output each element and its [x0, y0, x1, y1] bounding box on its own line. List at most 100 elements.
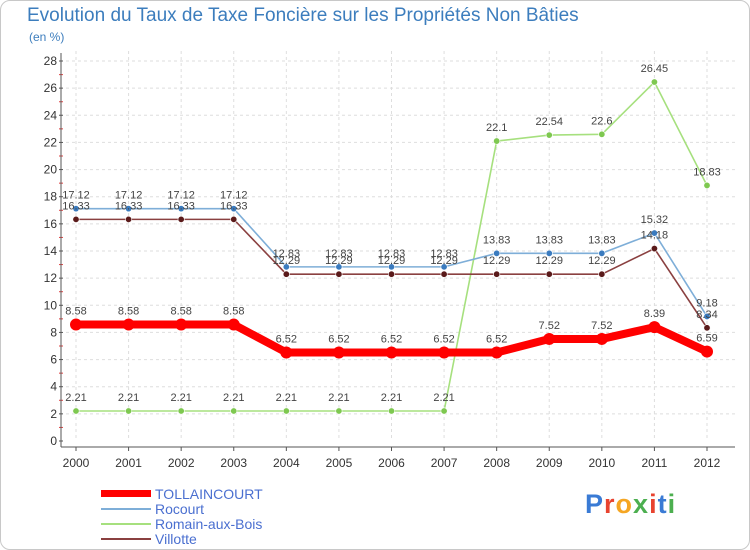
label-tollaincourt-2001: 8.58: [118, 306, 139, 318]
label-villotte-2010: 12.29: [588, 255, 616, 267]
y-tick-label-10: 10: [44, 298, 58, 312]
label-rocourt-2007: 12.83: [430, 248, 458, 260]
legend-swatch-tollaincourt: [101, 490, 151, 497]
y-tick-label-16: 16: [44, 217, 58, 231]
y-tick-label-8: 8: [50, 325, 57, 339]
logo-letter: t: [657, 489, 668, 519]
legend-swatch-rocourt: [101, 507, 151, 510]
label-romain-aux-bois-2007: 2.21: [433, 392, 454, 404]
label-villotte-2007: 12.29: [430, 255, 458, 267]
label-romain-aux-bois-2001: 2.21: [118, 392, 139, 404]
label-rocourt-2008: 13.83: [483, 234, 511, 246]
point-rocourt-2011: [650, 229, 658, 237]
label-tollaincourt-2000: 8.58: [65, 306, 86, 318]
x-tick-label-2003: 2003: [220, 456, 247, 470]
point-romain-aux-bois-2003: [230, 407, 238, 415]
point-tollaincourt-2001: [122, 318, 135, 331]
label-rocourt-2003: 17.12: [220, 190, 248, 202]
point-rocourt-2009: [545, 249, 553, 257]
point-villotte-2012: [703, 324, 711, 332]
label-tollaincourt-2004: 6.52: [276, 334, 297, 346]
chart-unit: (en %): [29, 30, 65, 44]
label-tollaincourt-2008: 6.52: [486, 334, 507, 346]
label-romain-aux-bois-2006: 2.21: [381, 392, 402, 404]
label-romain-aux-bois-2005: 2.21: [328, 392, 349, 404]
series-layer: [70, 78, 713, 415]
y-tick-label-22: 22: [44, 135, 58, 149]
label-villotte-2005: 12.29: [325, 255, 353, 267]
label-villotte-2012: 8.34: [696, 309, 717, 321]
proxiti-logo: Proxiti: [585, 489, 676, 520]
point-villotte-2004: [282, 270, 290, 278]
logo-letter: i: [667, 489, 677, 519]
label-rocourt-2004: 12.83: [273, 248, 301, 260]
point-romain-aux-bois-2006: [387, 407, 395, 415]
y-tick-label-6: 6: [50, 353, 57, 367]
label-villotte-2008: 12.29: [483, 255, 511, 267]
legend-item-villotte: Villotte: [101, 531, 197, 547]
label-rocourt-2010: 13.83: [588, 234, 616, 246]
point-rocourt-2012: [703, 312, 711, 320]
point-tollaincourt-2008: [490, 346, 503, 359]
label-villotte-2004: 12.29: [273, 255, 301, 267]
label-romain-aux-bois-2012: 18.83: [693, 166, 721, 178]
label-villotte-2000: 16.33: [62, 200, 90, 212]
legend-swatch-villotte: [101, 537, 151, 540]
legend-label-rocourt: Rocourt: [155, 500, 205, 517]
point-rocourt-2000: [72, 205, 80, 213]
label-rocourt-2012: 9.18: [696, 297, 717, 309]
label-romain-aux-bois-2009: 22.54: [535, 116, 563, 128]
label-rocourt-2011: 15.32: [641, 214, 669, 226]
x-tick-label-2005: 2005: [326, 456, 353, 470]
label-rocourt-2009: 13.83: [535, 234, 563, 246]
point-romain-aux-bois-2011: [650, 78, 658, 86]
point-romain-aux-bois-2010: [598, 130, 606, 138]
point-rocourt-2002: [177, 205, 185, 213]
y-tick-label-0: 0: [50, 434, 57, 448]
label-villotte-2003: 16.33: [220, 200, 248, 212]
label-romain-aux-bois-2004: 2.21: [276, 392, 297, 404]
y-tick-label-24: 24: [44, 108, 58, 122]
point-tollaincourt-2007: [438, 346, 451, 359]
legend-item-romain-aux-bois: Romain-aux-Bois: [101, 515, 263, 532]
label-tollaincourt-2007: 6.52: [433, 334, 454, 346]
label-romain-aux-bois-2000: 2.21: [65, 392, 86, 404]
x-tick-label-2002: 2002: [168, 456, 195, 470]
point-tollaincourt-2004: [280, 346, 293, 359]
legend-swatch-romain-aux-bois: [101, 522, 151, 525]
point-rocourt-2010: [598, 249, 606, 257]
label-rocourt-2006: 12.83: [378, 248, 406, 260]
label-rocourt-2002: 17.12: [167, 190, 195, 202]
point-romain-aux-bois-2005: [335, 407, 343, 415]
point-villotte-2000: [72, 215, 80, 223]
x-tick-label-2012: 2012: [694, 456, 721, 470]
label-tollaincourt-2002: 8.58: [170, 306, 191, 318]
x-tick-label-2008: 2008: [483, 456, 510, 470]
label-villotte-2006: 12.29: [378, 255, 406, 267]
label-rocourt-2000: 17.12: [62, 190, 90, 202]
point-villotte-2006: [387, 270, 395, 278]
point-villotte-2007: [440, 270, 448, 278]
chart-title: Evolution du Taux de Taxe Foncière sur l…: [27, 5, 579, 26]
point-tollaincourt-2010: [595, 332, 608, 345]
point-rocourt-2004: [282, 263, 290, 271]
label-tollaincourt-2012: 6.59: [696, 333, 717, 345]
y-tick-label-26: 26: [44, 81, 58, 95]
grid-lines: [66, 51, 735, 441]
label-romain-aux-bois-2002: 2.21: [170, 392, 191, 404]
point-romain-aux-bois-2012: [703, 181, 711, 189]
legend-label-romain-aux-bois: Romain-aux-Bois: [155, 515, 263, 532]
label-romain-aux-bois-2008: 22.1: [486, 122, 507, 134]
y-tick-label-4: 4: [50, 380, 57, 394]
label-romain-aux-bois-2011: 26.45: [641, 63, 669, 75]
point-rocourt-2005: [335, 263, 343, 271]
y-tick-label-2: 2: [50, 407, 57, 421]
label-romain-aux-bois-2010: 22.6: [591, 115, 612, 127]
x-tick-label-2007: 2007: [431, 456, 458, 470]
legend-item-rocourt: Rocourt: [101, 500, 205, 517]
point-romain-aux-bois-2008: [493, 137, 501, 145]
point-tollaincourt-2000: [70, 318, 82, 331]
point-villotte-2002: [177, 215, 185, 223]
logo-letter: i: [649, 489, 658, 519]
